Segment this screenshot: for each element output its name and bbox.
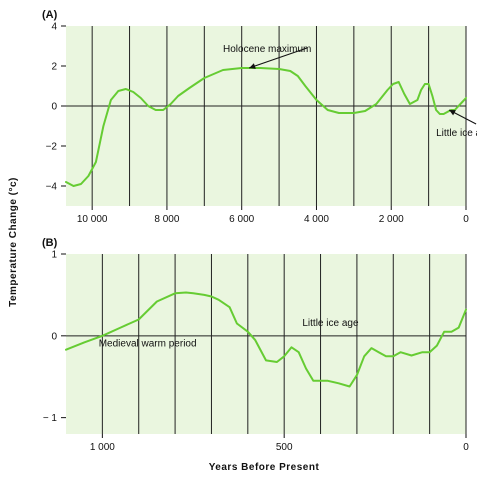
x-axis-title: Years Before Present xyxy=(209,462,320,473)
y-axis-title: Temperature Change (°c) xyxy=(8,177,19,307)
y-tick-label: −4 xyxy=(46,182,58,193)
panel-a-vertical-grid xyxy=(91,26,467,206)
panel-a-annotations: Holocene maximum Little ice age xyxy=(223,44,477,139)
y-tick-label: − 1 xyxy=(43,413,58,424)
y-tick-label: −2 xyxy=(46,142,58,153)
panel-a-temperature-curve xyxy=(65,67,467,187)
panel-a-x-ticks: 10 000 8 000 6 000 4 000 2 000 0 xyxy=(77,206,469,225)
x-tick-label: 2 000 xyxy=(379,214,404,225)
annotation-label: Medieval warm period xyxy=(99,338,197,349)
panel-b-x-ticks: 1 000 500 0 xyxy=(90,434,469,453)
panel-b-annotations: Medieval warm period Little ice age xyxy=(99,318,359,349)
y-tick-label: 0 xyxy=(51,102,57,113)
annotation-arrowhead xyxy=(249,63,256,69)
annotation-label: Holocene maximum xyxy=(223,44,311,55)
panel-b-plot-area xyxy=(66,254,466,434)
x-tick-label: 10 000 xyxy=(77,214,108,225)
x-tick-label: 0 xyxy=(463,442,469,453)
x-tick-label: 4 000 xyxy=(304,214,329,225)
panel-a-holocene-chart: 4 2 0 −2 −4 10 000 8 000 6 000 4 000 2 000 0 Holo… xyxy=(42,9,477,225)
y-tick-label: 2 xyxy=(51,62,57,73)
y-tick-label: 0 xyxy=(51,331,57,342)
annotation-arrowhead xyxy=(449,110,456,116)
x-tick-label: 8 000 xyxy=(154,214,179,225)
panel-b-y-ticks: 1 0 − 1 xyxy=(43,250,66,424)
panel-a-plot-area xyxy=(66,26,466,206)
annotation-arrow-line xyxy=(249,47,308,69)
panel-b-millennium-chart: 1 0 − 1 1 000 500 0 Medieval warm period Litt… xyxy=(42,237,469,453)
y-tick-label: 1 xyxy=(51,250,57,261)
panel-b-vertical-grid xyxy=(101,254,467,434)
x-tick-label: 6 000 xyxy=(229,214,254,225)
panel-b-label: (B) xyxy=(42,237,58,249)
y-tick-label: 4 xyxy=(51,22,57,33)
x-tick-label: 1 000 xyxy=(90,442,115,453)
annotation-label: Little ice age xyxy=(302,318,359,329)
x-tick-label: 0 xyxy=(463,214,469,225)
panel-b-temperature-curve xyxy=(65,291,467,388)
annotation-label: Little ice age xyxy=(436,128,477,139)
x-tick-label: 500 xyxy=(276,442,293,453)
panel-a-label: (A) xyxy=(42,9,58,21)
panel-a-y-ticks: 4 2 0 −2 −4 xyxy=(46,22,66,193)
